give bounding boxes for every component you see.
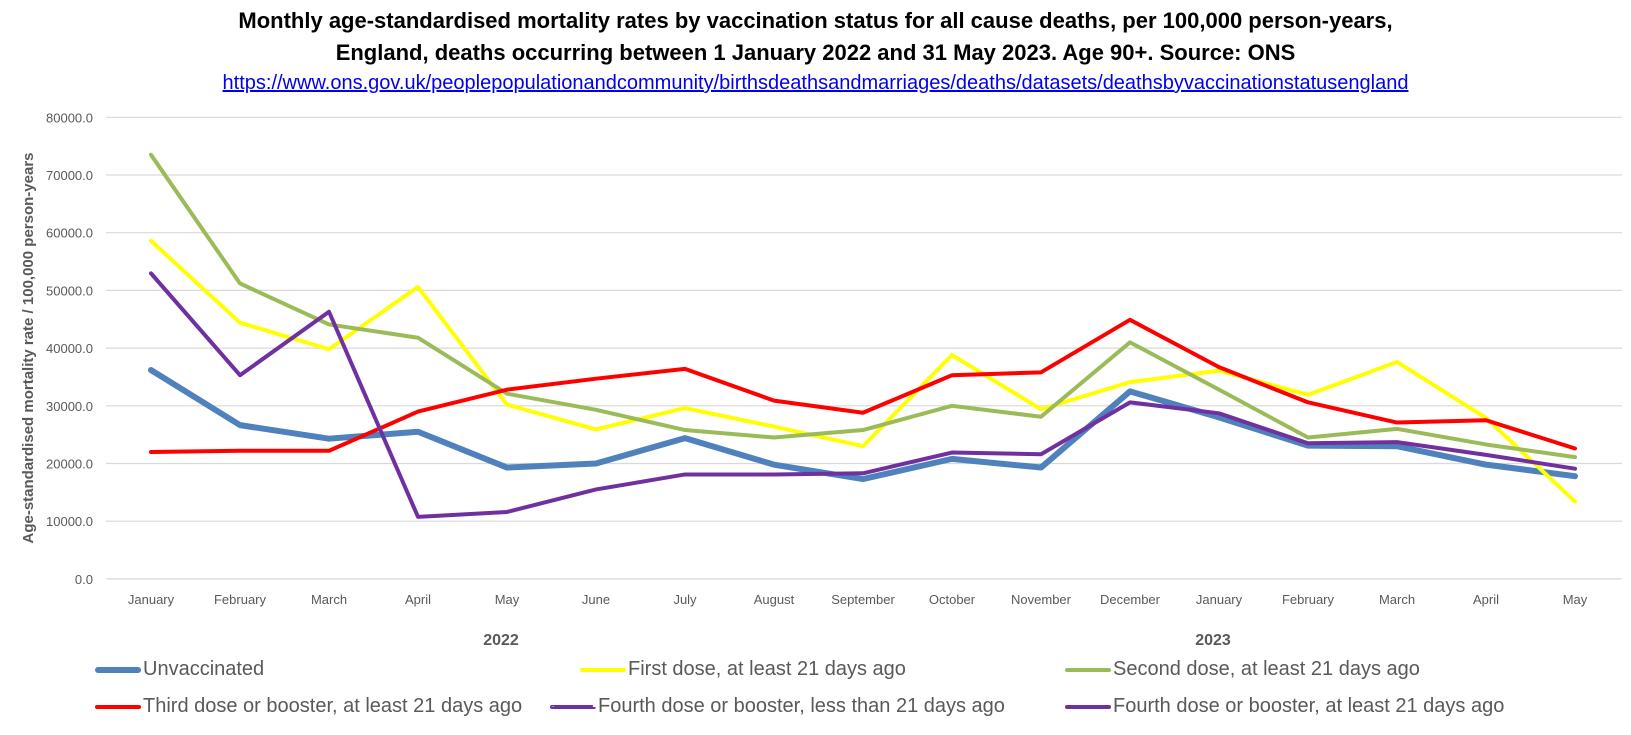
legend-swatch <box>1065 667 1111 672</box>
legend-label: First dose, at least 21 days ago <box>628 658 906 680</box>
x-tick-label: February <box>1282 592 1335 607</box>
legend-label: Fourth dose or booster, less than 21 day… <box>598 695 1005 717</box>
legend-swatch <box>550 704 596 709</box>
x-tick-label: July <box>673 592 697 607</box>
x-tick-label: January <box>128 592 175 607</box>
series-line-0 <box>148 367 1578 483</box>
legend-item: First dose, at least 21 days ago <box>580 658 906 681</box>
y-tick-label: 10000.0 <box>46 514 93 529</box>
legend-swatch <box>95 704 141 709</box>
y-tick-label: 70000.0 <box>46 168 93 183</box>
x-tick-label: November <box>1011 592 1072 607</box>
y-tick-label: 20000.0 <box>46 457 93 472</box>
legend-item: Unvaccinated <box>95 658 264 681</box>
x-tick-label: June <box>582 592 610 607</box>
y-tick-label: 40000.0 <box>46 341 93 356</box>
year-group-label: 2023 <box>1195 632 1231 649</box>
y-tick-label: 0.0 <box>75 572 93 587</box>
y-tick-label: 80000.0 <box>46 110 93 125</box>
y-axis-label: Age-standardised mortality rate / 100,00… <box>20 153 37 544</box>
legend-item: Third dose or booster, at least 21 days … <box>95 695 522 718</box>
legend-item: Second dose, at least 21 days ago <box>1065 658 1420 681</box>
x-tick-label: January <box>1196 592 1243 607</box>
x-tick-label: December <box>1100 592 1161 607</box>
legend-item: Fourth dose or booster, less than 21 day… <box>550 695 1005 718</box>
y-tick-label: 50000.0 <box>46 283 93 298</box>
legend-label: Unvaccinated <box>143 658 265 680</box>
x-tick-label: September <box>831 592 895 607</box>
legend-swatch <box>95 666 141 673</box>
x-tick-label: May <box>1563 592 1588 607</box>
chart-legend: Unvaccinated First dose, at least 21 days… <box>0 658 1631 735</box>
series-line-1 <box>149 238 1577 504</box>
x-tick-label: March <box>311 592 347 607</box>
x-axis-ticks: January February March April May June July Augu… <box>128 592 1588 649</box>
legend-label: Third dose or booster, at least 21 days … <box>143 695 523 717</box>
series-lines <box>148 152 1578 519</box>
x-tick-label: October <box>929 592 976 607</box>
source-link[interactable]: https://www.ons.gov.uk/peoplepopulationa… <box>222 72 1409 94</box>
x-tick-label: April <box>405 592 431 607</box>
x-tick-label: August <box>754 592 795 607</box>
y-tick-label: 60000.0 <box>46 226 93 241</box>
legend-item: Fourth dose or booster, at least 21 days… <box>1065 695 1504 718</box>
year-group-label: 2022 <box>483 632 519 649</box>
x-tick-label: April <box>1473 592 1499 607</box>
line-chart: 0.0 10000.0 20000.0 30000.0 40000.0 50000.0 60… <box>20 110 1622 649</box>
x-tick-label: February <box>214 592 267 607</box>
legend-label: Second dose, at least 21 days ago <box>1113 658 1420 680</box>
y-tick-label: 30000.0 <box>46 399 93 414</box>
legend-swatch <box>1065 704 1111 709</box>
y-axis-ticks: 0.0 10000.0 20000.0 30000.0 40000.0 50000.0 60… <box>46 110 93 587</box>
chart-title: Monthly age-standardised mortality rates… <box>238 8 1393 33</box>
chart-subtitle: England, deaths occurring between 1 Janu… <box>335 40 1296 65</box>
legend-label: Fourth dose or booster, at least 21 days… <box>1113 695 1505 717</box>
gridlines <box>106 116 1622 580</box>
legend-swatch <box>580 667 626 672</box>
x-tick-label: March <box>1379 592 1415 607</box>
x-tick-label: May <box>495 592 520 607</box>
